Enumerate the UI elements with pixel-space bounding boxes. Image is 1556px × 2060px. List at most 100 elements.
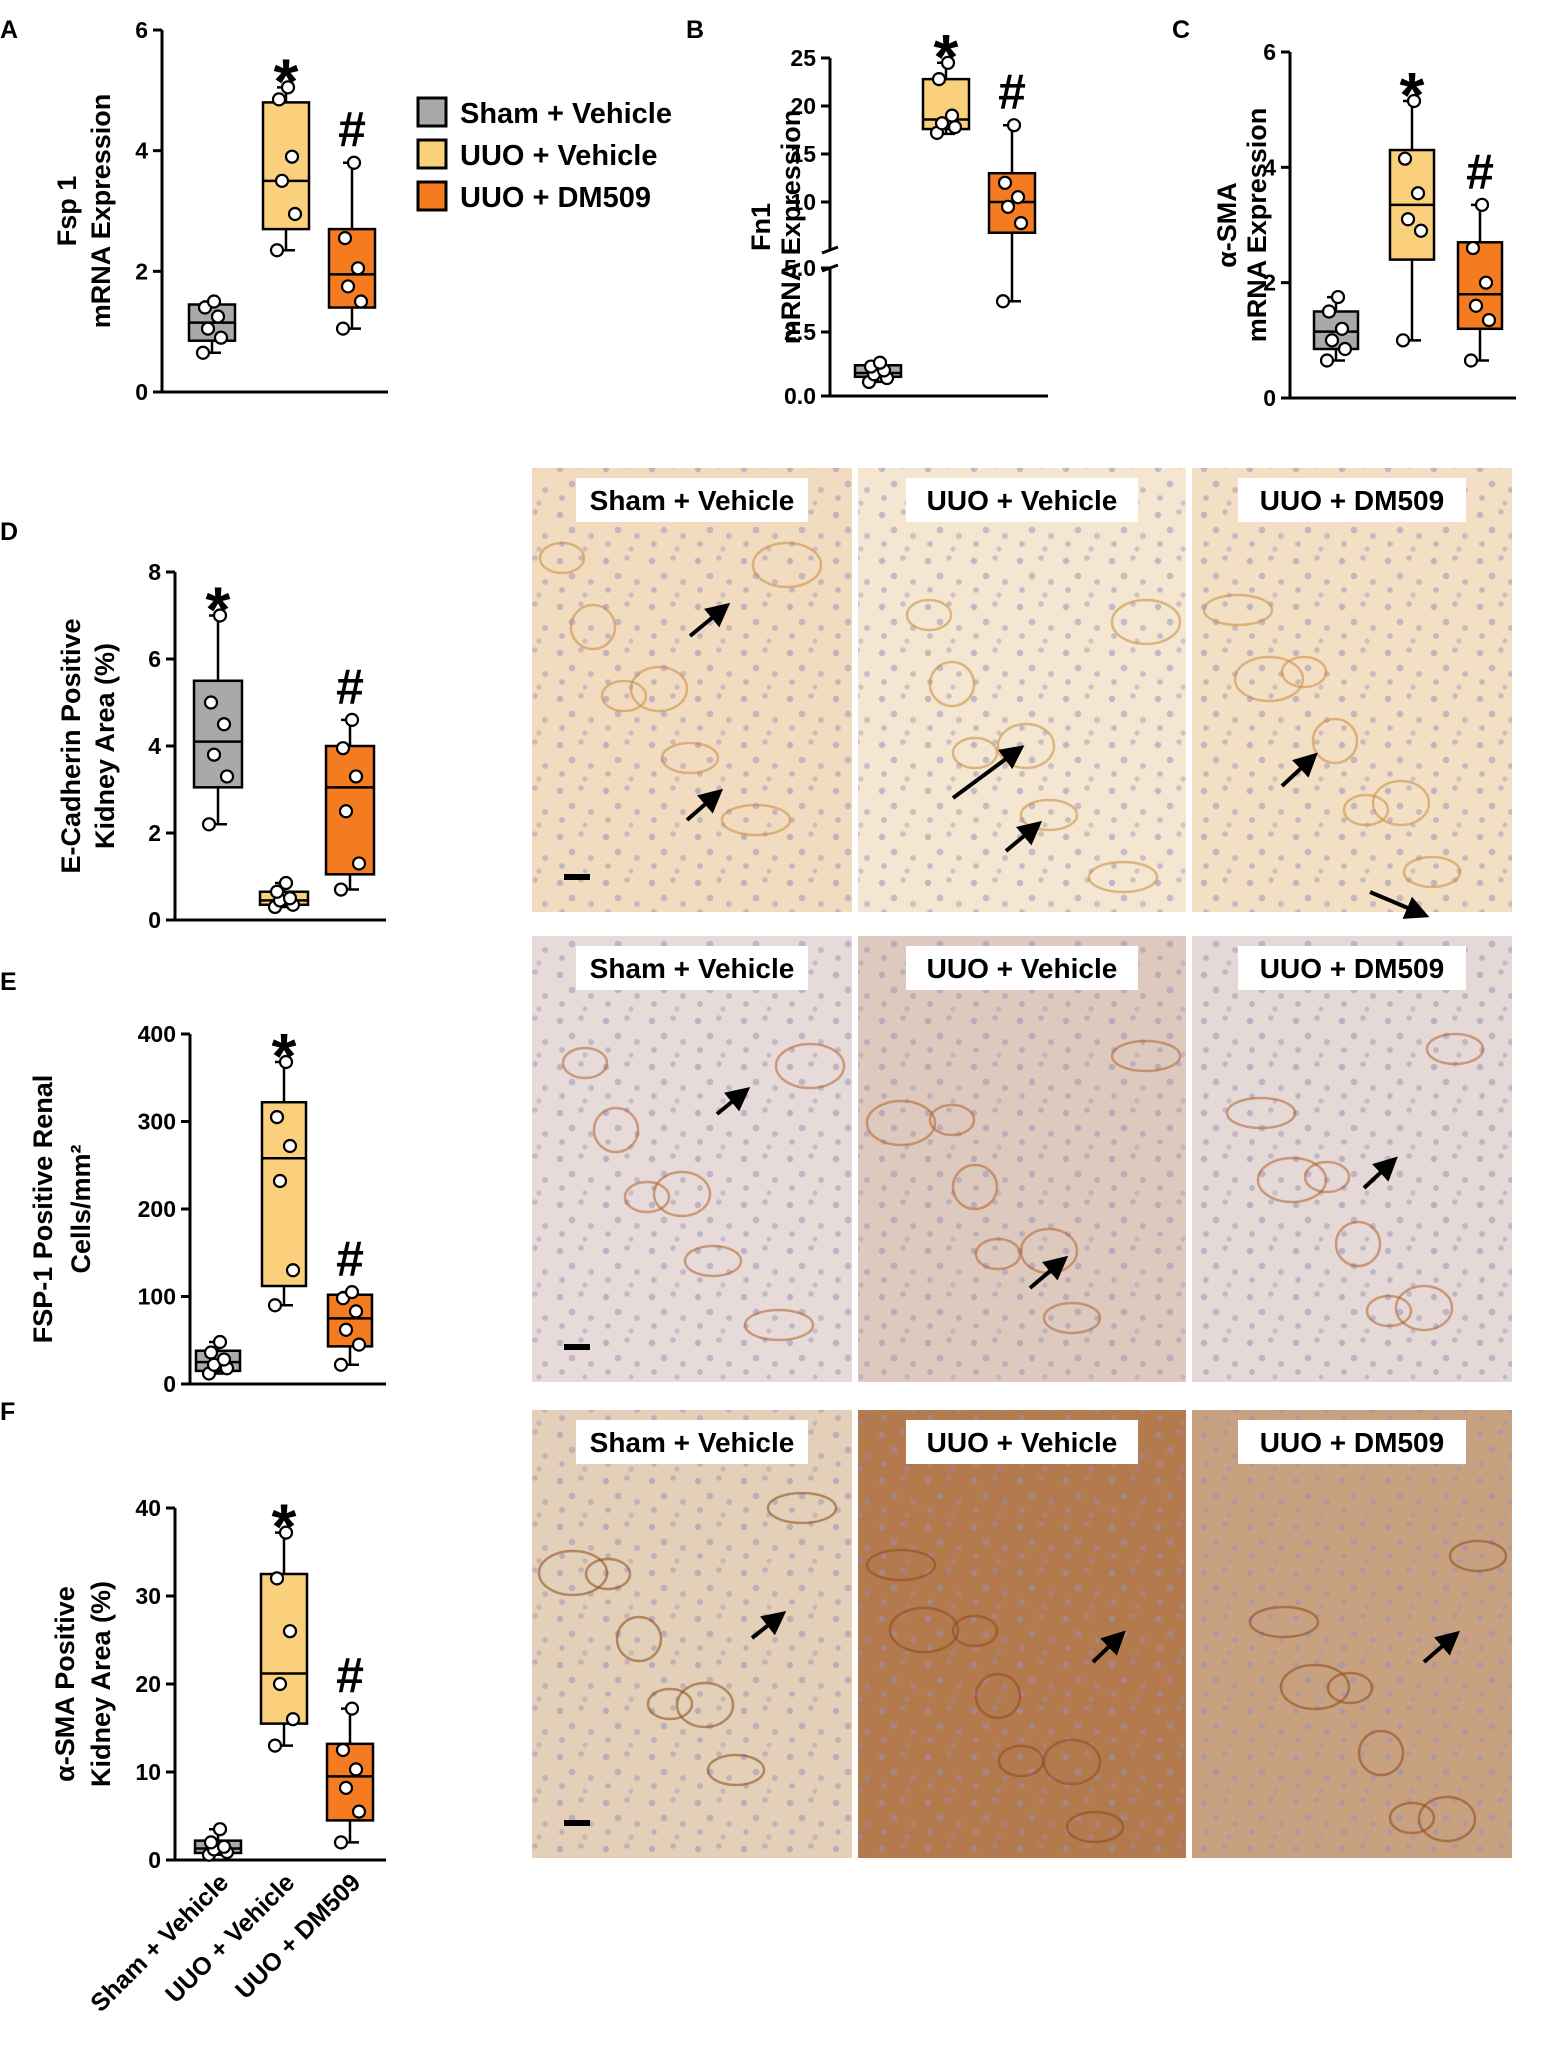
tubule-outline: [1279, 1663, 1351, 1711]
micrograph-nuclei-texture: [532, 1410, 852, 1858]
micrograph-f-0: Sham + Vehicle: [532, 1410, 852, 1858]
panel-letter-f: F: [0, 1398, 15, 1426]
y-tick-label-e: 200: [138, 1196, 176, 1222]
box-d-1: [258, 875, 310, 915]
tubule-outline: [706, 1753, 766, 1787]
data-point: [1481, 313, 1497, 328]
data-point: [216, 1352, 232, 1367]
legend-swatch-uuo-dm509: [416, 180, 448, 212]
data-point: [203, 1835, 219, 1850]
data-point: [269, 884, 285, 899]
micrograph-d-0: Sham + Vehicle: [532, 468, 852, 912]
data-point: [1006, 118, 1022, 133]
data-point: [346, 155, 362, 170]
data-point: [997, 175, 1013, 190]
y-tick-label-b: 15: [790, 141, 816, 167]
box-f-2: [325, 1701, 375, 1850]
tubule-outline: [1334, 1220, 1382, 1268]
data-point: [203, 695, 219, 710]
data-point: [1397, 151, 1413, 166]
significance-hash: #: [998, 64, 1026, 120]
y-axis-label-c: α-SMA: [1212, 182, 1242, 268]
data-point: [351, 1804, 367, 1819]
y-tick-label-b: 0.0: [784, 383, 816, 409]
micrograph-label: UUO + Vehicle: [927, 1427, 1118, 1458]
micrograph-label: UUO + DM509: [1260, 953, 1444, 984]
micrograph-label-box: [576, 1420, 808, 1464]
data-point: [1478, 275, 1494, 290]
y-tick-label-d: 0: [148, 907, 161, 933]
data-point: [195, 345, 211, 360]
tubule-outline: [1448, 1539, 1508, 1573]
data-point: [201, 817, 217, 832]
data-point: [348, 1762, 364, 1777]
y-tick-label-e: 100: [138, 1284, 176, 1310]
micrograph-e-2: UUO + DM509: [1192, 936, 1512, 1382]
tubule-outline: [928, 660, 976, 708]
micrograph-nuclei-texture: [1192, 1410, 1512, 1858]
y-axis-label-a: mRNA Expression: [86, 94, 116, 329]
micrograph-label-box: [576, 946, 808, 990]
data-point: [267, 1738, 283, 1753]
tubule-outline: [1280, 655, 1328, 689]
arrow-icon: [1028, 1255, 1069, 1290]
data-point: [1463, 353, 1479, 368]
micrograph-nuclei-texture: [858, 1410, 1186, 1858]
data-point: [1010, 190, 1026, 205]
box-c-1: [1388, 93, 1436, 348]
box-iqr: [325, 1742, 375, 1822]
arrow-icon: [1280, 752, 1318, 788]
box-a-0: [187, 294, 237, 360]
significance-star: *: [934, 21, 959, 93]
micrograph-label: UUO + Vehicle: [927, 953, 1118, 984]
data-point: [216, 1839, 232, 1854]
y-axis-label-e: FSP-1 Positive Renal: [28, 1075, 58, 1344]
data-point: [280, 80, 296, 95]
micrograph-label: Sham + Vehicle: [590, 485, 795, 516]
data-point: [940, 55, 956, 70]
tubule-outline: [928, 1103, 976, 1137]
panel-letter-b: B: [686, 16, 704, 44]
box-c-0: [1312, 289, 1360, 368]
arrow-icon: [688, 602, 731, 638]
y-tick-label-a: 0: [135, 379, 148, 405]
micrograph-e-0: Sham + Vehicle: [532, 936, 852, 1382]
micrograph-label-box: [906, 1420, 1138, 1464]
tubule-outline: [905, 598, 953, 632]
data-point: [1410, 186, 1426, 201]
tubule-outline: [951, 1614, 999, 1648]
tubule-outline: [1233, 655, 1305, 703]
tubule-outline: [996, 722, 1056, 770]
y-tick-label-a: 6: [135, 17, 148, 43]
data-point: [210, 309, 226, 324]
y-tick-label-c: 2: [1263, 270, 1276, 296]
arrow-icon: [1422, 1630, 1461, 1664]
y-tick-label-e: 300: [138, 1109, 176, 1135]
data-point: [271, 92, 287, 107]
tubule-outline: [1311, 717, 1359, 765]
y-tick-label-f: 40: [135, 1495, 161, 1521]
data-point: [335, 1742, 351, 1758]
data-point: [206, 294, 222, 309]
tubule-outline: [1225, 1096, 1297, 1130]
data-point: [272, 1676, 288, 1692]
y-tick-label-d: 4: [148, 733, 161, 759]
significance-star: *: [272, 1491, 297, 1563]
tubule-outline: [1202, 593, 1274, 627]
box-iqr: [260, 1101, 308, 1288]
tubule-outline: [1342, 793, 1390, 827]
y-tick-label-d: 6: [148, 646, 161, 672]
data-point: [335, 741, 351, 756]
scale-bar-icon: [564, 1820, 590, 1826]
axis-break-mark: [821, 245, 839, 255]
tubule-outline: [1425, 1032, 1485, 1066]
data-point: [1324, 333, 1340, 348]
data-point: [1395, 333, 1411, 348]
tubule-outline: [1402, 855, 1462, 889]
y-tick-label-f: 30: [135, 1583, 161, 1609]
data-point: [335, 321, 351, 336]
data-point: [206, 747, 222, 762]
data-point: [200, 321, 216, 336]
significance-hash: #: [336, 1648, 364, 1704]
